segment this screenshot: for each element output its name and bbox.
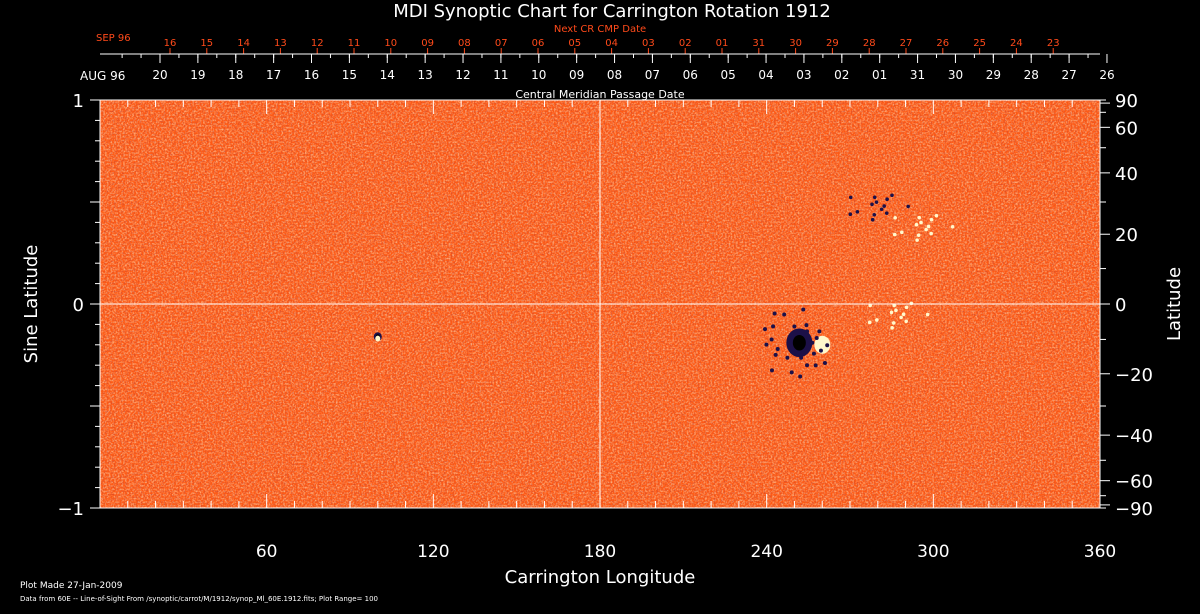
- x-tick-label: 180: [584, 542, 616, 562]
- top-primary-axis: AUG 96 Central Meridian Passage Date 20 1…: [80, 53, 1115, 101]
- secondary-day-label: 24: [1010, 38, 1023, 49]
- secondary-day-label: 08: [458, 38, 471, 49]
- secondary-day-label: 29: [826, 38, 839, 49]
- x-tick-label: 60: [256, 542, 278, 562]
- secondary-day-label: 30: [789, 38, 802, 49]
- secondary-day-label: 02: [679, 38, 692, 49]
- y-left-tick-label: 0: [73, 295, 84, 316]
- y-axis-left-label: Sine Latitude: [21, 245, 42, 364]
- x-tick-label: 360: [1084, 542, 1116, 562]
- plot-area: [99, 99, 1101, 509]
- primary-day-label: 12: [455, 68, 470, 82]
- y-axis-right-label: Latitude: [1164, 267, 1185, 341]
- primary-day-label: 26: [1099, 68, 1114, 82]
- secondary-day-label: 10: [384, 38, 397, 49]
- y-right-tick-label: −20: [1115, 365, 1153, 386]
- x-tick-label: 240: [750, 542, 782, 562]
- secondary-day-label: 13: [274, 38, 287, 49]
- magnetic-feature: [373, 332, 382, 342]
- primary-day-label: 06: [683, 68, 698, 82]
- primary-day-label: 08: [607, 68, 622, 82]
- secondary-day-label: 03: [642, 38, 655, 49]
- chart-title: MDI Synoptic Chart for Carrington Rotati…: [393, 1, 831, 22]
- x-tick-label: 300: [917, 542, 949, 562]
- secondary-day-label: 11: [348, 38, 361, 49]
- secondary-day-label: 05: [568, 38, 581, 49]
- primary-day-label: 03: [796, 68, 811, 82]
- secondary-day-label: 07: [495, 38, 508, 49]
- primary-day-label: 14: [380, 68, 395, 82]
- secondary-day-label: 12: [311, 38, 324, 49]
- primary-day-label: 07: [645, 68, 660, 82]
- plot-made-note: Plot Made 27-Jan-2009: [20, 581, 123, 591]
- secondary-day-label: 28: [863, 38, 876, 49]
- primary-day-label: 11: [493, 68, 508, 82]
- secondary-day-label: 27: [900, 38, 913, 49]
- y-right-tick-label: −90: [1115, 499, 1153, 520]
- primary-day-label: 30: [948, 68, 963, 82]
- y-right-tick-label: 60: [1115, 118, 1138, 139]
- primary-day-label: 13: [418, 68, 433, 82]
- primary-day-label: 05: [721, 68, 736, 82]
- primary-day-label: 02: [834, 68, 849, 82]
- primary-day-label: 01: [872, 68, 887, 82]
- y-axis-right: 90 60 40 20 0 −20 −40 −60 −90: [1100, 91, 1153, 520]
- secondary-day-label: 31: [752, 38, 765, 49]
- y-right-tick-label: 40: [1115, 164, 1138, 185]
- secondary-day-label: 06: [532, 38, 545, 49]
- secondary-day-label: 25: [973, 38, 986, 49]
- secondary-day-label: 09: [421, 38, 434, 49]
- primary-day-label: 31: [910, 68, 925, 82]
- primary-day-label: 16: [304, 68, 319, 82]
- magnetic-feature: [848, 193, 910, 222]
- primary-axis-caption: Central Meridian Passage Date: [515, 88, 684, 101]
- x-tick-label: 120: [417, 542, 449, 562]
- secondary-axis-caption: Next CR CMP Date: [554, 24, 646, 35]
- primary-day-label: 28: [1024, 68, 1039, 82]
- y-right-tick-label: 0: [1115, 295, 1126, 316]
- magnetic-feature: [762, 307, 831, 379]
- y-right-tick-label: −60: [1115, 472, 1153, 493]
- magnetic-feature: [892, 213, 955, 242]
- primary-month-label: AUG 96: [80, 69, 125, 83]
- y-axis-left: 1 0 −1: [57, 91, 100, 520]
- secondary-day-label: 01: [716, 38, 729, 49]
- x-axis: 60 120 180 240 300 360: [99, 100, 1116, 562]
- data-source-note: Data from 60E -- Line-of-Sight From /syn…: [20, 595, 378, 603]
- y-left-tick-label: 1: [73, 91, 84, 112]
- primary-day-label: 17: [266, 68, 281, 82]
- y-left-tick-label: −1: [57, 499, 84, 520]
- primary-day-label: 20: [152, 68, 167, 82]
- primary-day-label: 09: [569, 68, 584, 82]
- secondary-day-label: 23: [1047, 38, 1060, 49]
- primary-day-label: 27: [1061, 68, 1076, 82]
- secondary-day-label: 26: [936, 38, 949, 49]
- secondary-day-label: 15: [200, 38, 213, 49]
- y-right-tick-label: 20: [1115, 225, 1138, 246]
- primary-day-label: 04: [758, 68, 773, 82]
- secondary-day-label: 04: [605, 38, 618, 49]
- primary-day-label: 10: [531, 68, 546, 82]
- y-right-tick-label: −40: [1115, 426, 1153, 447]
- x-axis-label: Carrington Longitude: [505, 567, 696, 588]
- secondary-day-label: 14: [237, 38, 250, 49]
- primary-day-label: 18: [228, 68, 243, 82]
- secondary-day-label: 16: [164, 38, 177, 49]
- primary-day-label: 29: [986, 68, 1001, 82]
- y-right-tick-label: 90: [1115, 91, 1138, 112]
- primary-day-label: 19: [190, 68, 205, 82]
- top-secondary-axis: SEP 96 Next CR CMP Date 16 15 14 13 12 11 10 09…: [96, 24, 1060, 54]
- primary-day-label: 15: [342, 68, 357, 82]
- secondary-month-label: SEP 96: [96, 33, 131, 44]
